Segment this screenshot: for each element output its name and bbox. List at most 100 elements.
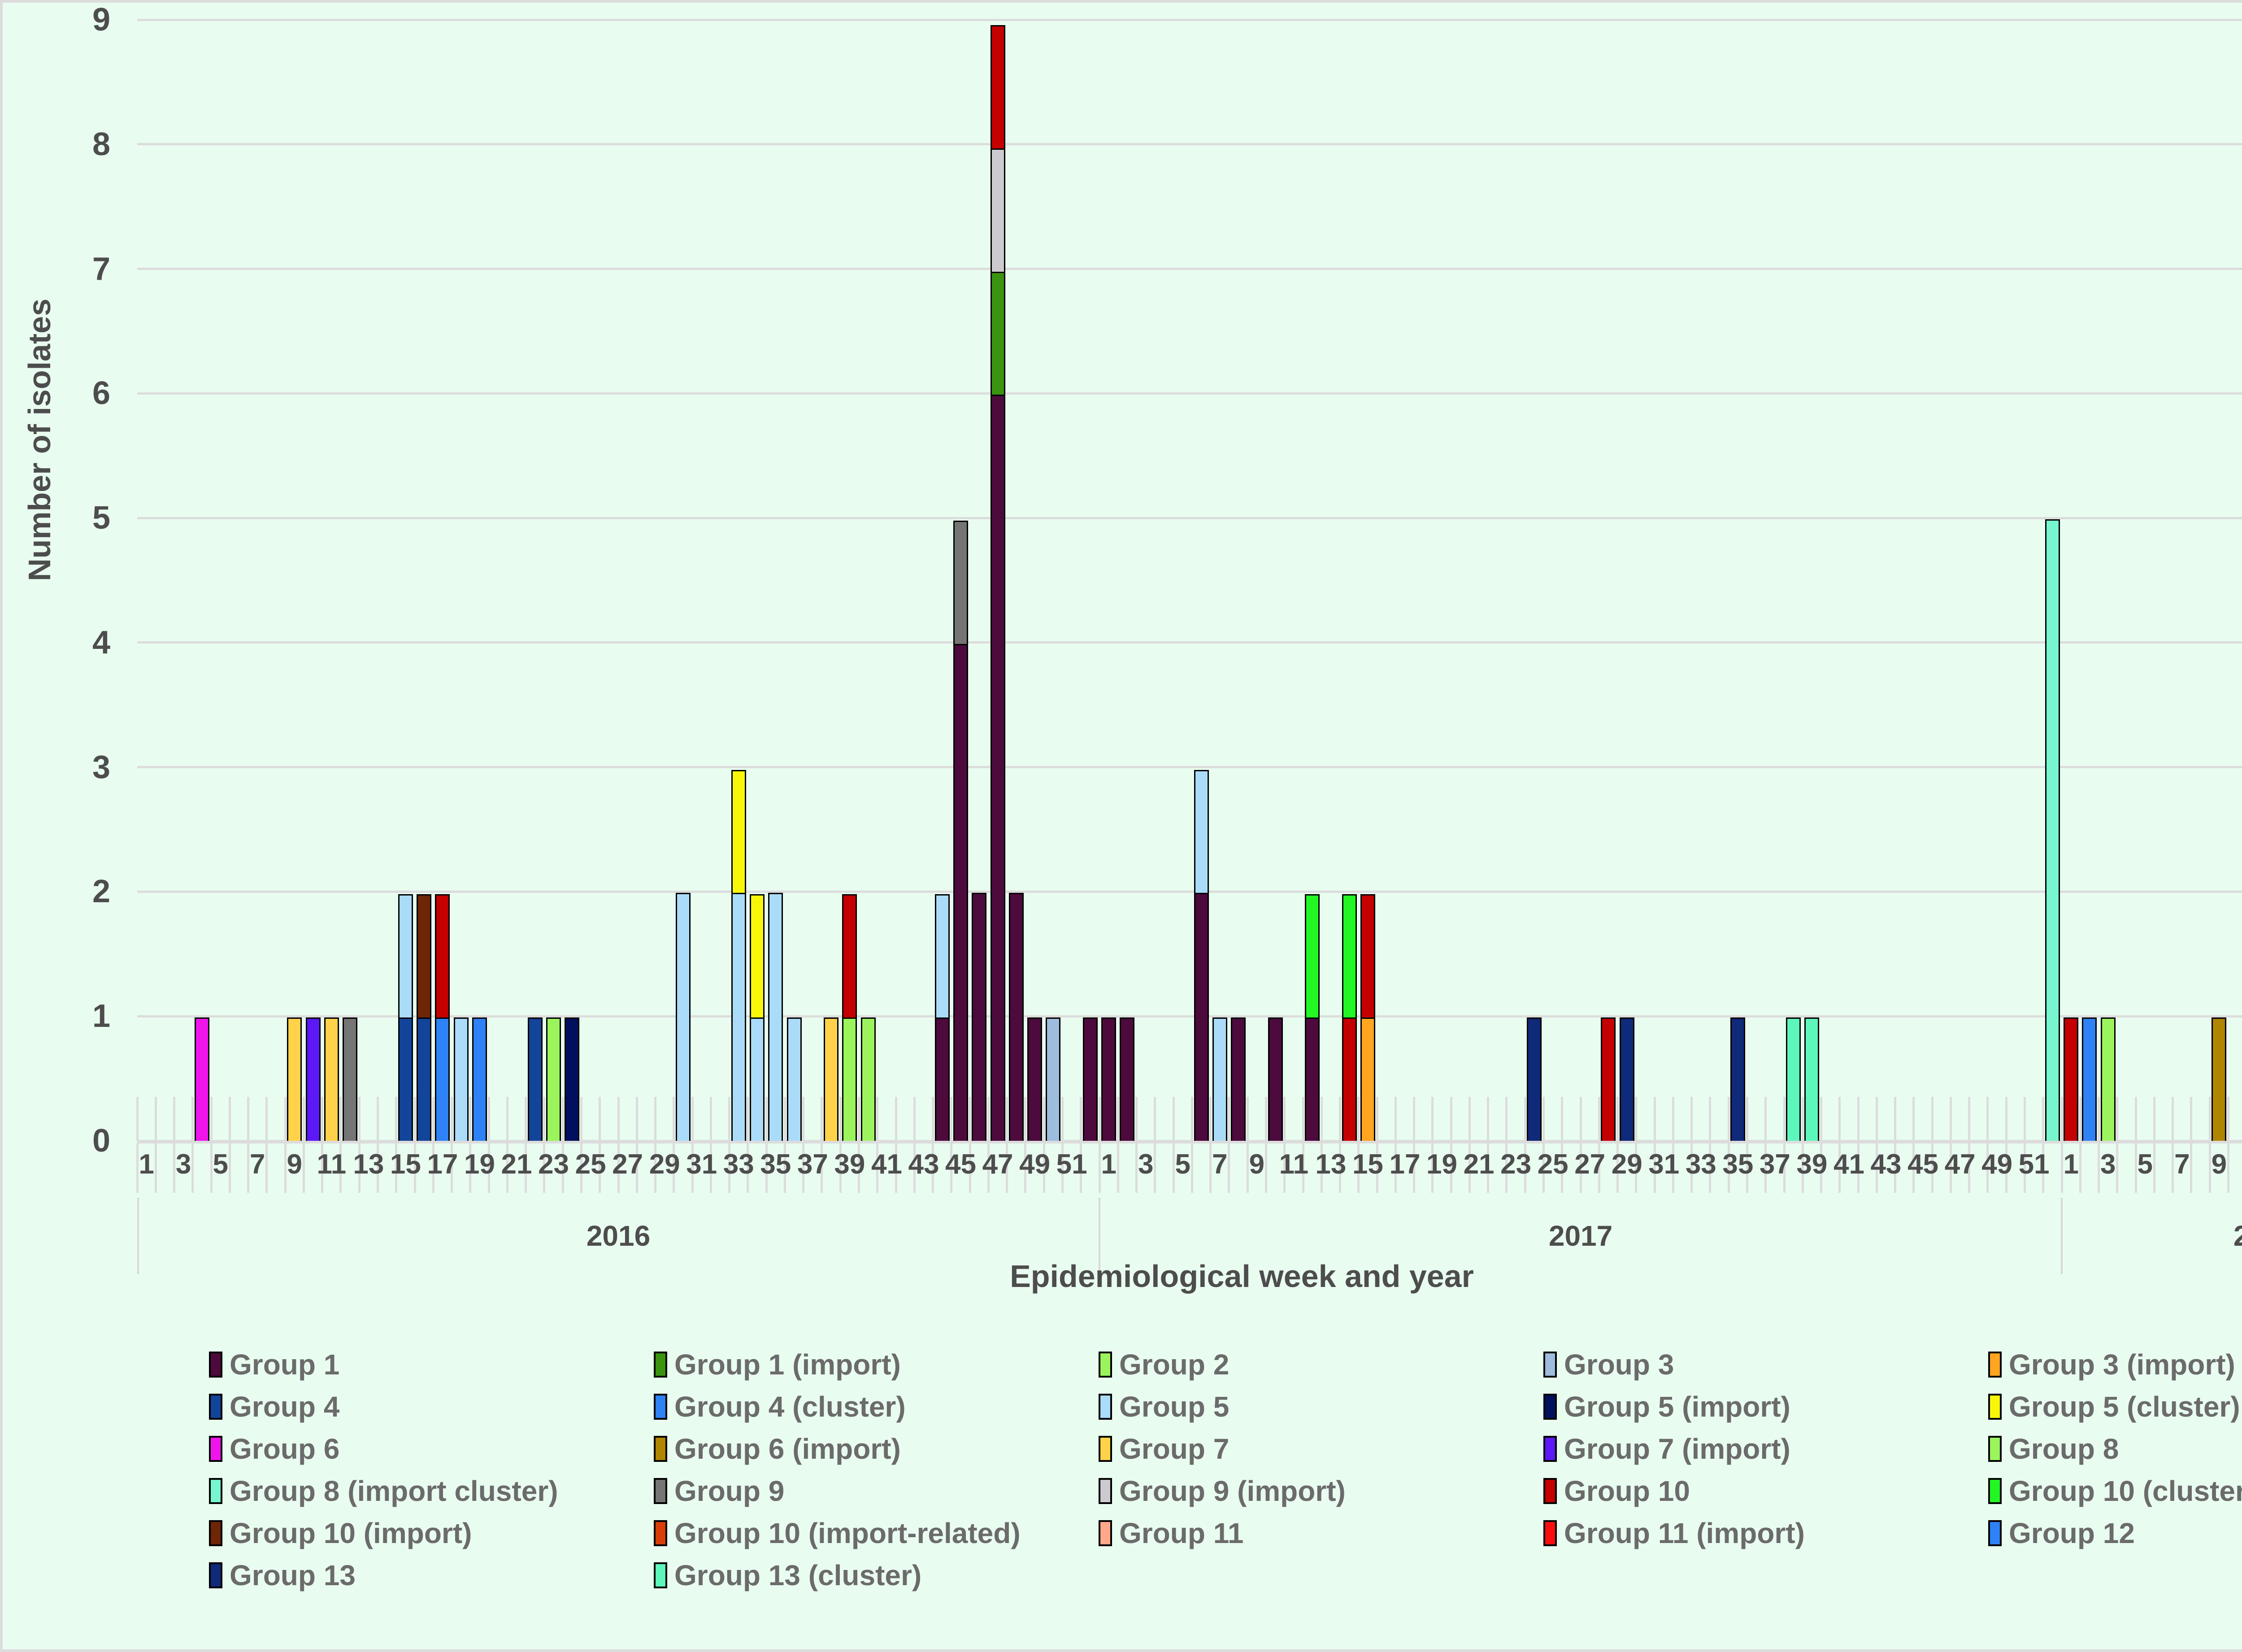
bar-stack[interactable] xyxy=(1212,1017,1227,1142)
x-tick-lower xyxy=(284,1143,287,1193)
bar-segment xyxy=(2100,1017,2116,1142)
legend-item[interactable]: Group 13 (cluster) xyxy=(654,1561,1099,1590)
bar-stack[interactable] xyxy=(2045,519,2060,1142)
y-tick-label: 0 xyxy=(92,1123,110,1159)
bar-stack[interactable] xyxy=(2100,1017,2116,1142)
legend-item[interactable]: Group 3 (import) xyxy=(1988,1350,2242,1379)
legend-item[interactable]: Group 5 (import) xyxy=(1543,1392,1988,1421)
legend-item[interactable]: Group 7 xyxy=(1099,1435,1543,1463)
year-label: 2016 xyxy=(586,1220,651,1252)
legend-item[interactable]: Group 6 (import) xyxy=(654,1435,1099,1463)
bar-stack[interactable] xyxy=(305,1017,321,1142)
legend-item[interactable]: Group 9 xyxy=(654,1477,1099,1505)
x-tick-lower xyxy=(1672,1143,1674,1193)
bar-stack[interactable] xyxy=(398,894,413,1142)
bar-stack[interactable] xyxy=(287,1017,302,1142)
legend-item[interactable]: Group 11 (import) xyxy=(1543,1519,1988,1548)
x-tick-upper xyxy=(487,1097,490,1141)
bar-stack[interactable] xyxy=(2082,1017,2097,1142)
bar-stack[interactable] xyxy=(1305,894,1320,1142)
bar-stack[interactable] xyxy=(1008,893,1024,1142)
bar-stack[interactable] xyxy=(417,894,432,1142)
bar-stack[interactable] xyxy=(990,25,1005,1142)
bar-stack[interactable] xyxy=(1101,1017,1117,1142)
bar-stack[interactable] xyxy=(1082,1017,1098,1142)
bar-stack[interactable] xyxy=(546,1017,561,1142)
bar-stack[interactable] xyxy=(750,894,765,1142)
bar-stack[interactable] xyxy=(842,894,857,1142)
legend-item[interactable]: Group 13 xyxy=(209,1561,654,1590)
legend-item[interactable]: Group 8 xyxy=(1988,1435,2242,1463)
x-tick-upper xyxy=(599,1097,601,1141)
legend-item[interactable]: Group 12 xyxy=(1988,1519,2242,1548)
bar-stack[interactable] xyxy=(435,894,450,1142)
bar-stack[interactable] xyxy=(324,1017,339,1142)
bar-stack[interactable] xyxy=(194,1017,209,1142)
bar-stack[interactable] xyxy=(1027,1017,1043,1142)
legend-item[interactable]: Group 4 (cluster) xyxy=(654,1392,1099,1421)
x-tick-label: 49 xyxy=(1019,1149,1051,1180)
bar-stack[interactable] xyxy=(860,1017,876,1142)
bar-stack[interactable] xyxy=(1194,769,1209,1142)
x-tick-lower xyxy=(858,1143,860,1193)
x-tick-upper xyxy=(1357,1097,1360,1141)
bar-stack[interactable] xyxy=(934,894,950,1142)
legend-swatch-icon xyxy=(1543,1394,1557,1420)
legend-item[interactable]: Group 8 (import cluster) xyxy=(209,1477,654,1505)
x-tick-lower xyxy=(1616,1143,1619,1193)
legend-label: Group 6 xyxy=(230,1433,340,1465)
bar-stack[interactable] xyxy=(1120,1017,1135,1142)
legend-item[interactable]: Group 4 xyxy=(209,1392,654,1421)
x-tick-lower xyxy=(1986,1143,1989,1193)
bar-stack[interactable] xyxy=(1730,1017,1746,1142)
legend-item[interactable]: Group 10 (cluster) xyxy=(1988,1477,2242,1505)
bar-stack[interactable] xyxy=(343,1017,358,1142)
bar-stack[interactable] xyxy=(972,893,987,1142)
bar-stack[interactable] xyxy=(1268,1017,1283,1142)
bar-stack[interactable] xyxy=(565,1017,580,1142)
legend-item[interactable]: Group 5 (cluster) xyxy=(1988,1392,2242,1421)
x-tick-label: 21 xyxy=(501,1149,532,1180)
bar-stack[interactable] xyxy=(786,1017,802,1142)
bar-stack[interactable] xyxy=(675,893,691,1142)
bar-stack[interactable] xyxy=(2212,1017,2227,1142)
legend-item[interactable]: Group 7 (import) xyxy=(1543,1435,1988,1463)
bar-stack[interactable] xyxy=(1527,1017,1542,1142)
bar-segment xyxy=(934,894,950,1019)
bar-stack[interactable] xyxy=(472,1017,487,1142)
bar-stack[interactable] xyxy=(1601,1017,1616,1142)
bar-stack[interactable] xyxy=(953,521,969,1142)
bar-stack[interactable] xyxy=(1619,1017,1634,1142)
bar-stack[interactable] xyxy=(527,1017,543,1142)
bar-stack[interactable] xyxy=(453,1017,469,1142)
x-tick-lower xyxy=(1542,1143,1545,1193)
plot-area: 0 1 2 3 4 5 6 7 8 9 xyxy=(92,2,2242,1159)
bar-stack[interactable] xyxy=(731,769,746,1142)
x-tick-lower xyxy=(691,1143,694,1193)
bar-stack[interactable] xyxy=(1786,1017,1801,1142)
chart-legend: Group 1 Group 1 (import) Group 2 Group 3 Gro… xyxy=(209,1350,2242,1590)
legend-item[interactable]: Group 11 xyxy=(1099,1519,1543,1548)
x-tick-upper xyxy=(1949,1097,1952,1141)
x-tick-upper xyxy=(1616,1097,1619,1141)
x-tick-lower xyxy=(154,1143,157,1193)
legend-item[interactable]: Group 5 xyxy=(1099,1392,1543,1421)
legend-item[interactable]: Group 10 (import) xyxy=(209,1519,654,1548)
bar-stack[interactable] xyxy=(1360,894,1375,1142)
x-tick-label: 23 xyxy=(1500,1149,1532,1180)
legend-item[interactable]: Group 10 xyxy=(1543,1477,1988,1505)
bar-segment xyxy=(324,1017,339,1142)
legend-item[interactable]: Group 10 (import-related) xyxy=(654,1519,1099,1548)
legend-item[interactable]: Group 9 (import) xyxy=(1099,1477,1543,1505)
legend-item[interactable]: Group 1 (import) xyxy=(654,1350,1099,1379)
y-tick-label: 4 xyxy=(92,624,110,661)
bar-stack[interactable] xyxy=(1046,1017,1061,1142)
bar-stack[interactable] xyxy=(2064,1017,2079,1142)
legend-item[interactable]: Group 2 xyxy=(1099,1350,1543,1379)
x-tick-label: 41 xyxy=(871,1149,902,1180)
bar-stack[interactable] xyxy=(768,893,783,1142)
legend-item[interactable]: Group 3 xyxy=(1543,1350,1988,1379)
legend-item[interactable]: Group 6 xyxy=(209,1435,654,1463)
legend-label: Group 11 xyxy=(1119,1517,1244,1549)
legend-item[interactable]: Group 1 xyxy=(209,1350,654,1379)
